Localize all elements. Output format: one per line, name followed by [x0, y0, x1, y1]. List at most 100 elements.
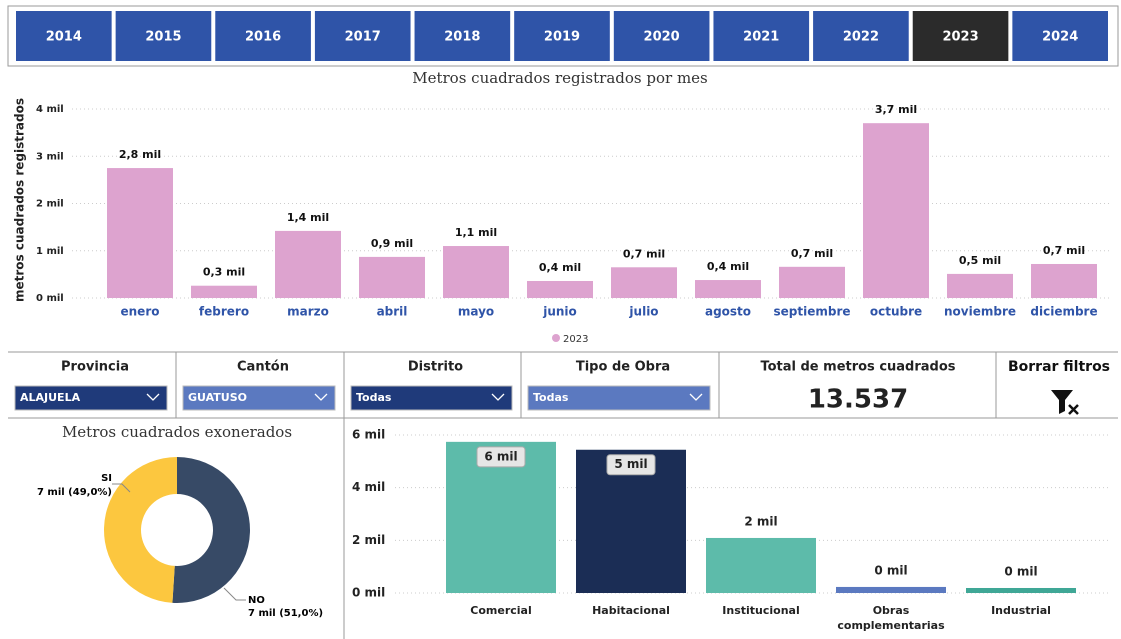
- x-tick-label: diciembre: [1030, 305, 1097, 319]
- year-tab[interactable]: [613, 11, 710, 61]
- y-tick-label: 2 mil: [352, 533, 385, 547]
- year-tab[interactable]: [912, 11, 1009, 61]
- data-label: 2 mil: [744, 514, 777, 528]
- filter-label: Provincia: [61, 360, 129, 375]
- slice-value-label: 7 mil (51,0%): [248, 608, 323, 619]
- bar: [695, 280, 761, 298]
- data-label: 5 mil: [614, 457, 647, 471]
- x-tick-label: Institucional: [722, 604, 799, 617]
- year-tab[interactable]: [514, 11, 610, 61]
- bar: [527, 280, 593, 298]
- x-tick-label: julio: [628, 305, 658, 319]
- bar: [779, 266, 845, 298]
- bar: [1031, 263, 1097, 298]
- dropdown-chevron[interactable]: [146, 393, 160, 401]
- leader-line: [112, 483, 131, 493]
- year-tab[interactable]: [813, 11, 909, 61]
- x-tick-label: abril: [377, 305, 408, 319]
- year-tab-label[interactable]: 2022: [843, 30, 879, 45]
- y-tick-label: 1 mil: [36, 246, 64, 257]
- bar: [611, 267, 677, 298]
- y-tick-label: 0 mil: [352, 586, 385, 600]
- data-label: 0 mil: [1004, 564, 1037, 578]
- y-tick-label: 0 mil: [36, 293, 64, 304]
- x-tick-label: noviembre: [944, 305, 1016, 319]
- bar: [275, 230, 341, 298]
- year-tab-label[interactable]: 2020: [644, 30, 680, 45]
- year-tab[interactable]: [314, 11, 411, 61]
- year-tab-label[interactable]: 2015: [145, 30, 181, 45]
- filter-label: Distrito: [408, 360, 463, 375]
- chart-title: Metros cuadrados exonerados: [62, 423, 292, 441]
- x-tick-label: marzo: [287, 305, 329, 319]
- bar: [443, 246, 509, 298]
- legend-marker: [552, 334, 560, 342]
- x-tick-label: febrero: [199, 305, 249, 319]
- slice-value-label: 7 mil (49,0%): [37, 487, 112, 498]
- bar: [706, 537, 816, 593]
- x-tick-label: junio: [542, 305, 577, 319]
- data-label: 0 mil: [874, 563, 907, 577]
- clear-filters-label[interactable]: Borrar filtros: [1008, 359, 1110, 375]
- year-tab[interactable]: [16, 11, 112, 61]
- data-label: 0,7 mil: [623, 247, 665, 260]
- data-label: 1,1 mil: [455, 226, 497, 239]
- total-value: 13.537: [808, 385, 908, 415]
- year-tab[interactable]: [414, 11, 511, 61]
- dropdown-value[interactable]: Todas: [533, 391, 569, 404]
- year-tab-label[interactable]: 2016: [245, 30, 281, 45]
- dropdown[interactable]: [350, 385, 513, 411]
- data-label: 3,7 mil: [875, 103, 917, 116]
- x-tick-label: Obras complementarias: [837, 604, 945, 632]
- year-tab-label[interactable]: 2014: [46, 30, 82, 45]
- year-tab-label[interactable]: 2023: [942, 30, 978, 45]
- data-label: 0,9 mil: [371, 237, 413, 250]
- x-tick-label: mayo: [458, 305, 494, 319]
- data-label: 0,3 mil: [203, 266, 245, 279]
- dropdown-chevron[interactable]: [689, 393, 703, 401]
- x-tick-label: Habitacional: [592, 604, 670, 617]
- x-tick-label: octubre: [870, 305, 922, 319]
- data-label: 2,8 mil: [119, 148, 161, 161]
- y-tick-label: 2 mil: [36, 199, 64, 210]
- funnel-icon[interactable]: [1051, 390, 1073, 414]
- year-tab-label[interactable]: 2018: [444, 30, 480, 45]
- data-label-box: [476, 446, 526, 468]
- data-label: 0,4 mil: [707, 260, 749, 273]
- total-label: Total de metros cuadrados: [760, 360, 955, 375]
- dropdown-chevron[interactable]: [314, 393, 328, 401]
- year-tab[interactable]: [1012, 11, 1108, 61]
- year-tab-label[interactable]: 2024: [1042, 30, 1078, 45]
- y-tick-label: 4 mil: [352, 480, 385, 494]
- bar: [191, 285, 257, 298]
- dropdown[interactable]: [527, 385, 711, 411]
- data-label: 6 mil: [484, 449, 517, 463]
- bar: [836, 586, 946, 593]
- dropdown-chevron[interactable]: [491, 393, 505, 401]
- dropdown[interactable]: [14, 385, 168, 411]
- dropdown-value[interactable]: Todas: [356, 391, 392, 404]
- dropdown-value[interactable]: GUATUSO: [188, 391, 247, 404]
- bar: [966, 587, 1076, 593]
- data-label: 1,4 mil: [287, 211, 329, 224]
- x-icon[interactable]: [1068, 404, 1079, 415]
- donut-slice: [172, 457, 250, 603]
- year-tab[interactable]: [215, 11, 311, 61]
- x-tick-label: Industrial: [991, 604, 1051, 617]
- y-axis-label: metros cuadrados registrados: [13, 98, 27, 302]
- dropdown[interactable]: [182, 385, 336, 411]
- year-tab-label[interactable]: 2017: [345, 30, 381, 45]
- bar: [863, 123, 929, 298]
- slice-label: NO: [248, 595, 265, 606]
- x-tick-label: septiembre: [773, 305, 850, 319]
- year-tab-label[interactable]: 2019: [544, 30, 580, 45]
- donut-slice: [103, 457, 177, 603]
- clear-filters-icon[interactable]: [1051, 390, 1079, 415]
- year-tab[interactable]: [713, 11, 810, 61]
- dropdown-value[interactable]: ALAJUELA: [20, 391, 81, 404]
- year-tab-label[interactable]: 2021: [743, 30, 779, 45]
- legend-label: 2023: [563, 334, 588, 345]
- year-tab[interactable]: [115, 11, 212, 61]
- y-tick-label: 3 mil: [36, 151, 64, 162]
